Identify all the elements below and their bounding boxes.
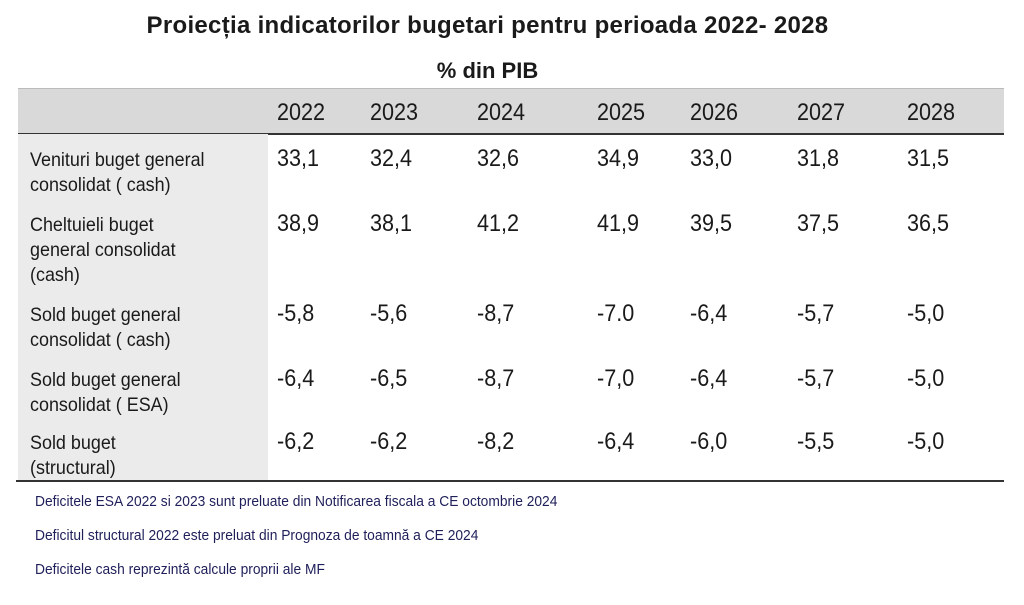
- table-cell: -5,8: [277, 300, 315, 327]
- table-cell: -5,6: [370, 300, 408, 327]
- footnote: Deficitele cash reprezintă calcule propr…: [35, 561, 325, 578]
- table-cell: -5,0: [907, 428, 945, 455]
- table-subtitle: % din PIB: [436, 58, 539, 83]
- page-title: Proiecția indicatorilor bugetari pentru …: [146, 12, 829, 39]
- table-cell: 33,0: [690, 145, 733, 172]
- table-cell: 38,1: [370, 210, 413, 237]
- table-cell: 32,4: [370, 145, 413, 172]
- table-cell: -5,0: [907, 365, 945, 392]
- row-label: Sold buget general consolidat ( ESA): [30, 369, 181, 416]
- table-cell: 37,5: [797, 210, 840, 237]
- table-cell: 39,5: [690, 210, 733, 237]
- column-header-2027: 2027: [797, 99, 846, 126]
- row-label: Venituri buget general consolidat ( cash): [30, 149, 205, 196]
- column-header-2028: 2028: [907, 99, 956, 126]
- table-cell: 36,5: [907, 210, 950, 237]
- table-cell: -8,7: [477, 300, 515, 327]
- table-cell: 41,2: [477, 210, 520, 237]
- table-cell: -7.0: [597, 300, 635, 327]
- table-bottom-rule: [16, 480, 1004, 482]
- table-cell: -5,5: [797, 428, 835, 455]
- table-cell: -8,7: [477, 365, 515, 392]
- table-cell: -6,2: [370, 428, 408, 455]
- table-cell: 38,9: [277, 210, 320, 237]
- column-header-2022: 2022: [277, 99, 326, 126]
- row-label: Cheltuieli buget general consolidat (cash): [30, 214, 176, 286]
- table-cell: 34,9: [597, 145, 640, 172]
- footnote: Deficitele ESA 2022 si 2023 sunt preluat…: [35, 493, 558, 510]
- table-cell: 31,8: [797, 145, 840, 172]
- table-cell: -5,7: [797, 365, 835, 392]
- column-header-2024: 2024: [477, 99, 526, 126]
- footnote: Deficitul structural 2022 este preluat d…: [35, 527, 479, 544]
- row-label: Sold buget (structural): [30, 432, 116, 479]
- table-cell: -5,7: [797, 300, 835, 327]
- column-header-2026: 2026: [690, 99, 739, 126]
- table-cell: -6,5: [370, 365, 408, 392]
- table-cell: -6,4: [690, 300, 728, 327]
- table-cell: 33,1: [277, 145, 320, 172]
- table-cell: 31,5: [907, 145, 950, 172]
- table-cell: -8,2: [477, 428, 515, 455]
- row-label-column: [18, 134, 268, 480]
- table-cell: -6,4: [277, 365, 315, 392]
- table-cell: -6,4: [690, 365, 728, 392]
- table-cell: -6,0: [690, 428, 728, 455]
- table-cell: -6,2: [277, 428, 315, 455]
- table-cell: 41,9: [597, 210, 640, 237]
- row-label: Sold buget general consolidat ( cash): [30, 304, 181, 351]
- table-cell: 32,6: [477, 145, 520, 172]
- table-cell: -6,4: [597, 428, 635, 455]
- table-cell: -7,0: [597, 365, 635, 392]
- column-header-2025: 2025: [597, 99, 646, 126]
- table-cell: -5,0: [907, 300, 945, 327]
- column-header-2023: 2023: [370, 99, 419, 126]
- table-header-band: [18, 88, 1004, 135]
